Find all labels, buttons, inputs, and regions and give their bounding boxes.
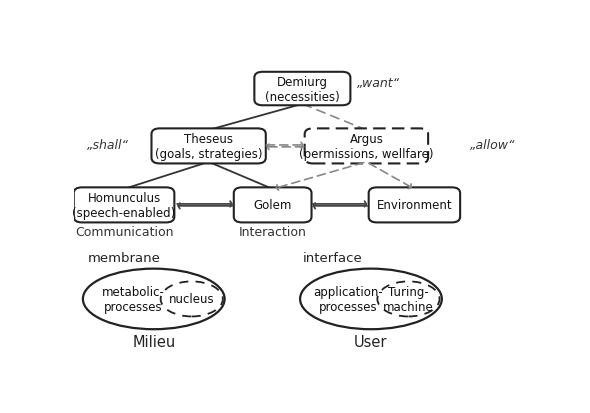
FancyBboxPatch shape <box>304 129 428 164</box>
Text: User: User <box>354 334 388 349</box>
FancyBboxPatch shape <box>234 188 312 223</box>
Text: application-
processes: application- processes <box>313 285 383 313</box>
Text: „allow“: „allow“ <box>470 138 515 152</box>
Text: „want“: „want“ <box>358 76 401 90</box>
Ellipse shape <box>83 269 225 330</box>
Ellipse shape <box>160 282 223 317</box>
Text: Milieu: Milieu <box>132 334 175 349</box>
Ellipse shape <box>300 269 442 330</box>
Text: metabolic-
processes: metabolic- processes <box>101 285 165 313</box>
Ellipse shape <box>378 282 440 317</box>
Text: Demiurg
(necessities): Demiurg (necessities) <box>265 75 340 103</box>
Text: membrane: membrane <box>87 251 160 264</box>
Text: nucleus: nucleus <box>169 293 215 306</box>
FancyBboxPatch shape <box>74 188 175 223</box>
Text: Homunculus
(speech-enabled): Homunculus (speech-enabled) <box>73 191 176 219</box>
FancyBboxPatch shape <box>369 188 460 223</box>
Text: „shall“: „shall“ <box>87 138 129 152</box>
Text: Turing-
machine: Turing- machine <box>383 285 434 313</box>
Text: Theseus
(goals, strategies): Theseus (goals, strategies) <box>155 133 263 161</box>
Text: Communication: Communication <box>75 225 173 238</box>
FancyBboxPatch shape <box>254 73 350 106</box>
Text: Environment: Environment <box>376 199 452 212</box>
Text: interface: interface <box>302 251 362 264</box>
Text: Golem: Golem <box>254 199 292 212</box>
FancyBboxPatch shape <box>152 129 266 164</box>
Text: Interaction: Interaction <box>239 225 307 238</box>
Text: Argus
(permissions, wellfare): Argus (permissions, wellfare) <box>299 133 434 161</box>
